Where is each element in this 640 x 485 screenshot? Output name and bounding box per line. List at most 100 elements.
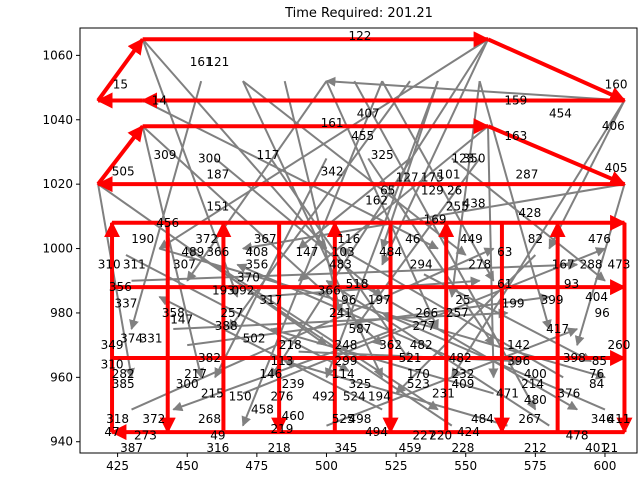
node-label: 255 bbox=[446, 200, 469, 214]
y-tick-label: 960 bbox=[50, 370, 73, 384]
node-label: 367 bbox=[254, 232, 277, 246]
node-label: 147 bbox=[170, 312, 193, 326]
node-label: 337 bbox=[114, 296, 137, 310]
y-tick-label: 1040 bbox=[42, 113, 73, 127]
route-edge bbox=[487, 124, 626, 186]
node-label: 408 bbox=[245, 245, 268, 259]
grey-edge bbox=[447, 80, 481, 298]
node-label: 197 bbox=[368, 293, 391, 307]
node-label: 478 bbox=[566, 428, 589, 442]
node-label: 162 bbox=[365, 193, 388, 207]
x-tick-label: 600 bbox=[594, 459, 617, 473]
node-label: 121 bbox=[206, 55, 229, 69]
node-label: 346 bbox=[591, 412, 614, 426]
y-tick-label: 1000 bbox=[42, 242, 73, 256]
node-label: 480 bbox=[524, 393, 547, 407]
y-tick-label: 980 bbox=[50, 306, 73, 320]
node-label: 404 bbox=[585, 290, 608, 304]
node-label: 288 bbox=[580, 258, 603, 272]
node-label: 266 bbox=[415, 306, 438, 320]
grey-edge bbox=[326, 327, 579, 427]
node-label: 160 bbox=[605, 77, 628, 91]
node-label: 494 bbox=[365, 425, 388, 439]
node-label: 092 bbox=[231, 283, 254, 297]
y-tick-label: 1020 bbox=[42, 177, 73, 191]
node-label: 231 bbox=[432, 386, 455, 400]
node-label: 309 bbox=[153, 148, 176, 162]
node-label: 26 bbox=[447, 184, 462, 198]
node-label: 471 bbox=[496, 386, 519, 400]
node-label: 161 bbox=[190, 55, 213, 69]
node-label: 151 bbox=[206, 200, 229, 214]
node-label: 342 bbox=[321, 164, 344, 178]
node-label: 277 bbox=[412, 319, 435, 333]
node-label: 170 bbox=[407, 367, 430, 381]
node-label: 257 bbox=[446, 306, 469, 320]
node-label: 455 bbox=[351, 129, 374, 143]
node-label: 123 bbox=[451, 151, 474, 165]
node-label: 482 bbox=[449, 351, 472, 365]
grey-edge bbox=[269, 38, 489, 379]
route-edge bbox=[96, 124, 145, 186]
node-label: 25 bbox=[455, 293, 470, 307]
node-label: 214 bbox=[521, 377, 544, 391]
node-label: 483 bbox=[329, 258, 352, 272]
node-label: 294 bbox=[410, 258, 433, 272]
grey-edge bbox=[451, 157, 606, 282]
node-label: 518 bbox=[346, 277, 369, 291]
node-label: 287 bbox=[516, 167, 539, 181]
node-label: 417 bbox=[546, 322, 569, 336]
node-label: 372 bbox=[142, 412, 165, 426]
node-label: 505 bbox=[112, 164, 135, 178]
node-label: 473 bbox=[607, 258, 630, 272]
node-label: 187 bbox=[206, 167, 229, 181]
node-label: 587 bbox=[348, 322, 371, 336]
chart-title: Time Required: 201.21 bbox=[284, 6, 433, 21]
node-label: 273 bbox=[134, 428, 157, 442]
node-label: 325 bbox=[371, 148, 394, 162]
node-label: 96 bbox=[341, 293, 356, 307]
node-label: 406 bbox=[602, 119, 625, 133]
grey-edge bbox=[173, 308, 509, 331]
node-label: 523 bbox=[407, 377, 430, 391]
node-label: 248 bbox=[335, 338, 358, 352]
grey-edge bbox=[172, 328, 397, 412]
node-label: 49 bbox=[210, 428, 225, 442]
node-label: 65 bbox=[380, 184, 395, 198]
grey-edge bbox=[325, 76, 625, 102]
node-label: 175 bbox=[421, 171, 444, 185]
node-label: 218 bbox=[279, 338, 302, 352]
node-label: 428 bbox=[518, 206, 541, 220]
y-tick-label: 1060 bbox=[42, 48, 73, 62]
grey-edge bbox=[141, 38, 328, 250]
node-label: 190 bbox=[131, 232, 154, 246]
x-tick-label: 525 bbox=[385, 459, 408, 473]
node-label: 407 bbox=[357, 106, 380, 120]
node-label: 232 bbox=[451, 367, 474, 381]
node-label: 167 bbox=[552, 258, 575, 272]
node-label: 482 bbox=[410, 338, 433, 352]
node-label: 498 bbox=[348, 412, 371, 426]
grey-edge bbox=[242, 80, 467, 256]
node-label: 101 bbox=[438, 167, 461, 181]
node-label: 385 bbox=[112, 377, 135, 391]
node-label: 199 bbox=[502, 296, 525, 310]
node-label: 317 bbox=[259, 293, 282, 307]
node-label: 331 bbox=[140, 332, 163, 346]
node-label: 409 bbox=[451, 377, 474, 391]
node-label: 127 bbox=[396, 171, 419, 185]
node-label: 366 bbox=[318, 283, 341, 297]
node-label: 358 bbox=[162, 306, 185, 320]
node-label: 318 bbox=[106, 412, 129, 426]
node-label: 220 bbox=[429, 428, 452, 442]
node-label: 84 bbox=[589, 377, 604, 391]
grey-edge bbox=[97, 183, 135, 379]
grey-edge bbox=[158, 295, 383, 411]
node-label: 411 bbox=[607, 412, 630, 426]
node-label: 401 bbox=[585, 441, 608, 455]
node-label: 489 bbox=[181, 245, 204, 259]
node-label: 76 bbox=[589, 367, 604, 381]
node-label: 356 bbox=[109, 280, 132, 294]
